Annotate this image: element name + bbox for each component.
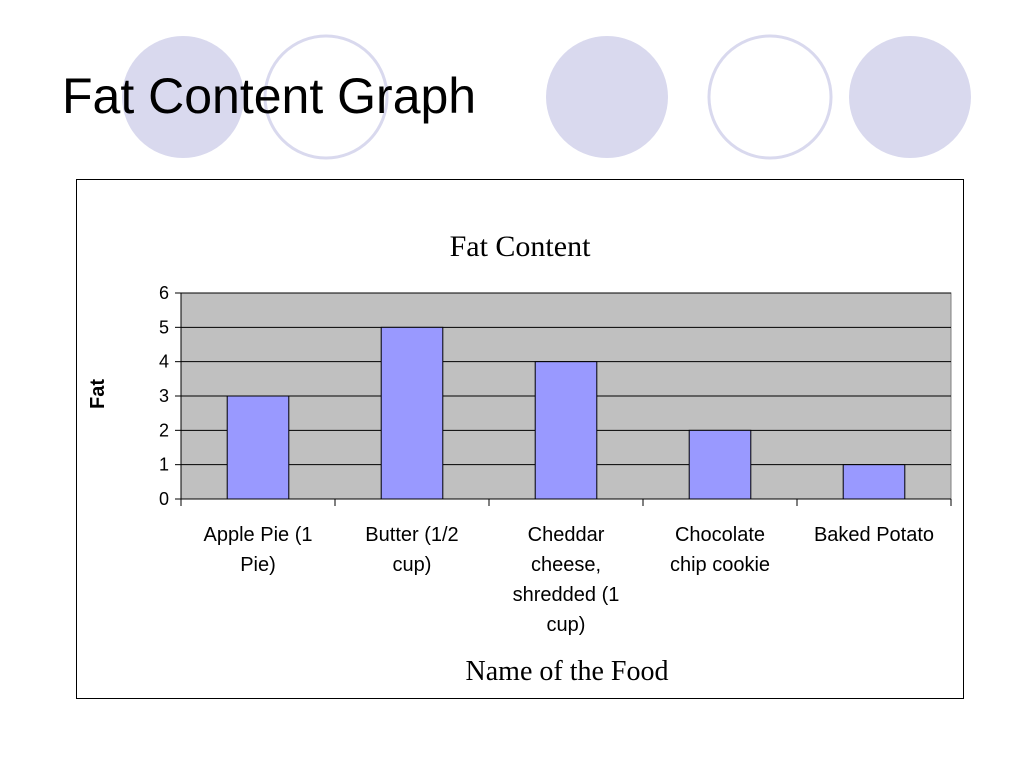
- x-axis-label: Name of the Food: [466, 656, 669, 687]
- y-tick-label: 5: [159, 317, 169, 337]
- decor-circle-filled-3: [849, 36, 971, 158]
- y-tick-label: 4: [159, 352, 169, 372]
- category-label: Baked Potato: [814, 524, 934, 546]
- decor-circle-outline-2: [707, 34, 833, 160]
- chart-frame: Fat Content Fat Name of the Food 0 1 2 3 4 5 6…: [76, 179, 964, 699]
- y-tick-label: 2: [159, 420, 169, 440]
- category-label: Apple Pie (1 Pie): [204, 524, 313, 576]
- decor-circle-outline-1: [263, 34, 389, 160]
- bar: [842, 464, 906, 500]
- bar-chart: Fat Content Fat Name of the Food 0 1 2 3 4 5 6…: [87, 230, 952, 687]
- bar: [380, 326, 444, 500]
- bar: [534, 361, 598, 500]
- slide-title: Fat Content Graph: [62, 68, 477, 124]
- decor-circle-filled-1: [122, 36, 244, 158]
- category-label: Cheddar cheese, shredded (1 cup): [513, 524, 620, 636]
- decor-circle-filled-2: [546, 36, 668, 158]
- y-tick-label: 3: [159, 386, 169, 406]
- decorative-circles: [122, 34, 971, 160]
- category-label: Chocolate chip cookie: [670, 524, 770, 576]
- y-tick-label: 6: [159, 283, 169, 303]
- bar: [688, 429, 752, 500]
- category-label: Butter (1/2 cup): [365, 524, 458, 576]
- chart-title: Fat Content: [450, 230, 591, 263]
- y-tick-label: 1: [159, 455, 169, 475]
- y-tick-label: 0: [159, 489, 169, 509]
- bar: [226, 395, 290, 500]
- y-axis-label: Fat: [87, 379, 109, 409]
